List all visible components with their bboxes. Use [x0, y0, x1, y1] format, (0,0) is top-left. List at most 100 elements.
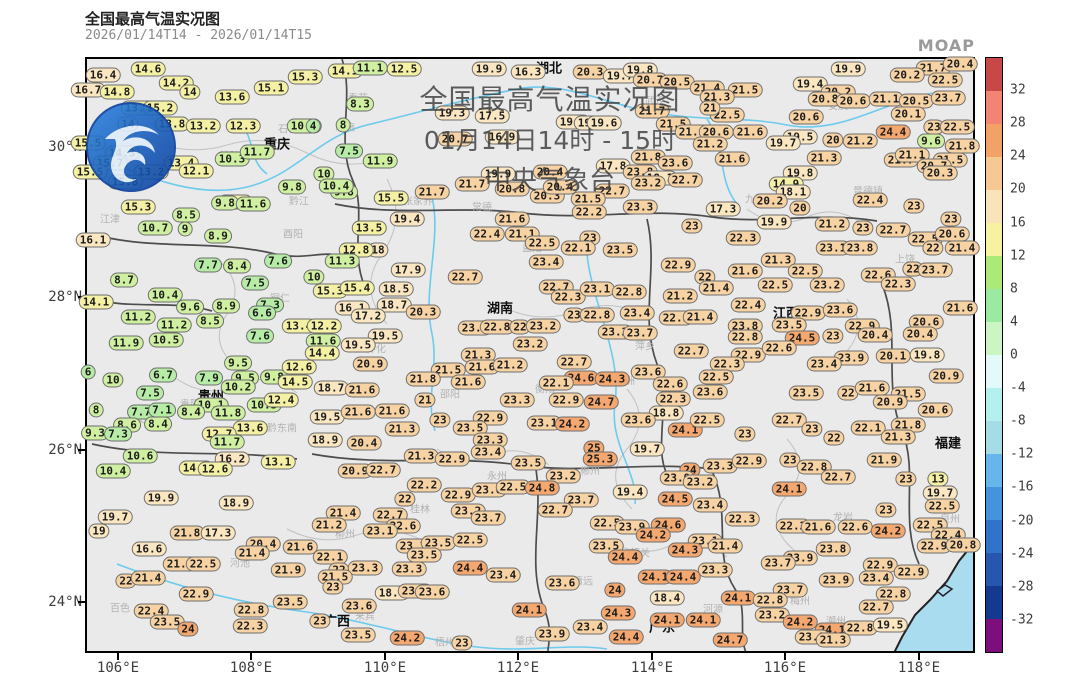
- station-temp[interactable]: 22.5: [185, 556, 221, 572]
- station-temp[interactable]: 22.7: [673, 343, 709, 359]
- station-temp[interactable]: 23.6: [544, 575, 580, 591]
- station-temp[interactable]: 22.5: [698, 369, 734, 385]
- station-temp[interactable]: 20.8: [494, 181, 530, 197]
- station-temp[interactable]: 16.9: [484, 129, 520, 145]
- station-temp[interactable]: 11.2: [156, 317, 192, 333]
- station-temp[interactable]: 20: [822, 132, 844, 148]
- station-temp[interactable]: 22.7: [365, 462, 401, 478]
- station-temp[interactable]: 23: [734, 426, 756, 442]
- station-temp[interactable]: 22.9: [731, 453, 767, 469]
- station-temp[interactable]: 22.5: [524, 235, 560, 251]
- station-temp[interactable]: 19.4: [612, 484, 648, 500]
- station-temp[interactable]: 20.4: [542, 179, 578, 195]
- station-temp[interactable]: 8.4: [144, 416, 172, 432]
- station-temp[interactable]: 21.4: [325, 505, 361, 521]
- station-temp[interactable]: 24.2: [870, 523, 906, 539]
- station-temp[interactable]: 23: [895, 471, 917, 487]
- station-temp[interactable]: 23.4: [806, 356, 842, 372]
- station-temp[interactable]: 12.1: [178, 163, 214, 179]
- station-temp[interactable]: 23.5: [602, 242, 638, 258]
- station-temp[interactable]: 21.6: [727, 263, 763, 279]
- station-temp[interactable]: 22.3: [550, 289, 586, 305]
- station-temp[interactable]: 8.7: [110, 272, 138, 288]
- station-temp[interactable]: 21.8: [630, 149, 666, 165]
- station-temp[interactable]: 4: [305, 118, 321, 134]
- station-temp[interactable]: 22.5: [452, 532, 488, 548]
- station-temp[interactable]: 23: [875, 502, 897, 518]
- station-temp[interactable]: 19.4: [792, 76, 828, 92]
- station-temp[interactable]: 24.8: [524, 480, 560, 496]
- station-temp[interactable]: 11.6: [235, 196, 271, 212]
- station-temp[interactable]: 19.3: [434, 105, 470, 121]
- station-temp[interactable]: 25.3: [582, 451, 618, 467]
- station-temp[interactable]: 23: [563, 307, 585, 323]
- station-temp[interactable]: 8.4: [223, 258, 251, 274]
- station-temp[interactable]: 6.6: [248, 305, 276, 321]
- station-temp[interactable]: 8.3: [346, 96, 374, 112]
- station-temp[interactable]: 20.6: [917, 402, 953, 418]
- station-temp[interactable]: 22.9: [916, 538, 952, 554]
- station-temp[interactable]: 19.9: [480, 166, 516, 182]
- station-temp[interactable]: 24: [604, 582, 626, 598]
- station-temp[interactable]: 22.7: [771, 412, 807, 428]
- station-temp[interactable]: 24.1: [720, 590, 756, 606]
- station-temp[interactable]: 21.6: [714, 151, 750, 167]
- station-temp[interactable]: 8.9: [204, 228, 232, 244]
- station-temp[interactable]: 20.2: [889, 67, 925, 83]
- station-temp[interactable]: 22.8: [752, 592, 788, 608]
- station-temp[interactable]: 23.2: [809, 277, 845, 293]
- station-temp[interactable]: 21.3: [460, 347, 496, 363]
- station-temp[interactable]: 23.7: [930, 90, 966, 106]
- station-temp[interactable]: 23.5: [510, 455, 546, 471]
- station-temp[interactable]: 13.6: [214, 89, 250, 105]
- station-temp[interactable]: 15.3: [287, 69, 323, 85]
- station-temp[interactable]: 23.6: [630, 364, 666, 380]
- station-temp[interactable]: 22.3: [655, 391, 691, 407]
- station-temp[interactable]: 19.8: [909, 347, 945, 363]
- station-temp[interactable]: 12.5: [386, 61, 422, 77]
- station-temp[interactable]: 7.5: [136, 385, 164, 401]
- station-temp[interactable]: 22.7: [875, 222, 911, 238]
- station-temp[interactable]: 22.1: [560, 240, 596, 256]
- station-temp[interactable]: 23.3: [499, 392, 535, 408]
- station-temp[interactable]: 10: [303, 269, 325, 285]
- station-temp[interactable]: 22.7: [537, 502, 573, 518]
- station-temp[interactable]: 24.4: [452, 560, 488, 576]
- station-temp[interactable]: 21.4: [130, 570, 166, 586]
- station-temp[interactable]: 20.3: [922, 165, 958, 181]
- station-temp[interactable]: 23: [852, 220, 874, 236]
- station-temp[interactable]: 24.7: [583, 394, 619, 410]
- station-temp[interactable]: 20.2: [752, 193, 788, 209]
- station-temp[interactable]: 23.3: [347, 560, 383, 576]
- station-temp[interactable]: 21.2: [311, 517, 347, 533]
- station-temp[interactable]: 24.2: [635, 527, 671, 543]
- station-temp[interactable]: 23.2: [630, 175, 666, 191]
- station-temp[interactable]: 9.8: [211, 195, 239, 211]
- station-temp[interactable]: 22.2: [571, 204, 607, 220]
- station-temp[interactable]: 17.3: [200, 525, 236, 541]
- station-temp[interactable]: 23.4: [470, 444, 506, 460]
- station-temp[interactable]: 18.7: [313, 380, 349, 396]
- station-temp[interactable]: 19.9: [830, 61, 866, 77]
- station-temp[interactable]: 20.1: [875, 348, 911, 364]
- station-temp[interactable]: 22.1: [312, 549, 348, 565]
- station-temp[interactable]: 12.3: [225, 118, 261, 134]
- station-temp[interactable]: 21.6: [340, 404, 376, 420]
- station-temp[interactable]: 24.3: [667, 542, 703, 558]
- station-temp[interactable]: 9.8: [278, 179, 306, 195]
- station-temp[interactable]: 19.7: [629, 441, 665, 457]
- station-temp[interactable]: 9: [177, 221, 193, 237]
- station-temp[interactable]: 23.2: [754, 607, 790, 623]
- station-temp[interactable]: 22.3: [724, 511, 760, 527]
- station-temp[interactable]: 9.6: [917, 133, 945, 149]
- station-temp[interactable]: 22.6: [652, 376, 688, 392]
- station-temp[interactable]: 24.7: [712, 632, 748, 648]
- station-temp[interactable]: 22.7: [556, 354, 592, 370]
- station-temp[interactable]: 22.9: [440, 487, 476, 503]
- station-temp[interactable]: 21.6: [732, 124, 768, 140]
- station-temp[interactable]: 21.8: [169, 525, 205, 541]
- station-temp[interactable]: 23.2: [525, 318, 561, 334]
- station-temp[interactable]: 7.6: [264, 253, 292, 269]
- station-temp[interactable]: 23.3: [622, 199, 658, 215]
- station-temp[interactable]: 21.4: [234, 545, 270, 561]
